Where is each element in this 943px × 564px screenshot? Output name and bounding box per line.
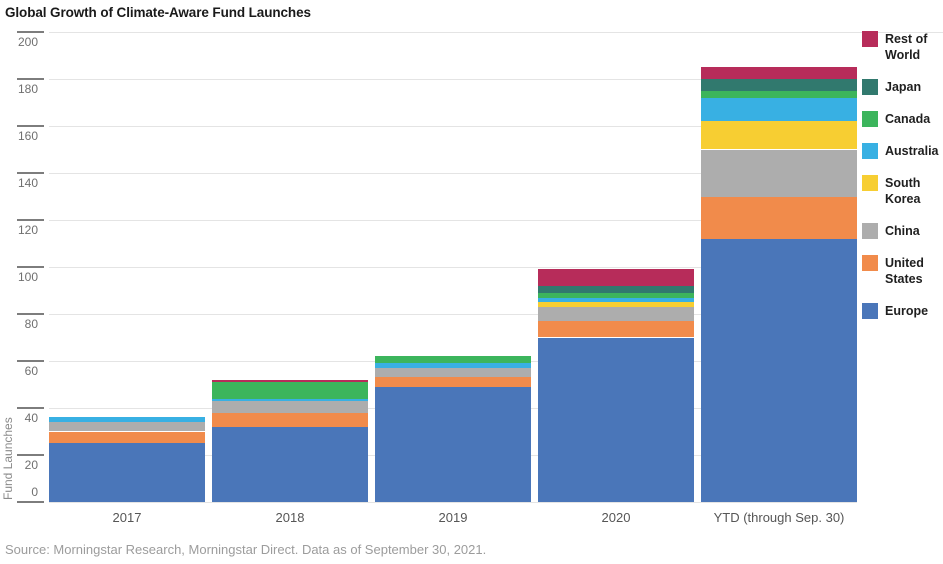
bar-segment-canada-2019: [375, 356, 531, 364]
legend-item-china: China: [862, 223, 943, 239]
y-tick-0: [17, 501, 44, 503]
legend-item-rest-of-world: Rest of World: [862, 31, 943, 63]
legend-label-china: China: [885, 224, 920, 238]
y-tick-20: [17, 454, 44, 456]
bar-segment-united-states-2020: [538, 321, 694, 338]
legend-label-australia: Australia: [885, 144, 939, 158]
bar-segment-china-2017: [49, 422, 205, 432]
bar-segment-united-states-2019: [375, 377, 531, 387]
legend-swatch-australia: [862, 143, 878, 159]
bar-segment-china-2018: [212, 400, 368, 413]
gridline-160: [49, 125, 857, 127]
y-tick-label-20: 20: [24, 458, 38, 472]
gridline-180: [49, 78, 857, 80]
source-note: Source: Morningstar Research, Morningsta…: [5, 542, 487, 557]
x-axis-label-2020: 2020: [601, 510, 631, 525]
bar-segment-rest-of-world-2020: [538, 269, 694, 286]
bar-segment-australia-2019: [375, 363, 531, 369]
x-axis-label-ytd-through-sep-30: YTD (through Sep. 30): [713, 510, 845, 525]
bar-segment-china-2019: [375, 368, 531, 378]
y-tick-120: [17, 219, 44, 221]
y-tick-label-40: 40: [24, 411, 38, 425]
x-axis-label-2018: 2018: [275, 510, 305, 525]
y-tick-200: [17, 31, 44, 33]
bar-segment-south-korea-ytd-through-sep-30: [701, 121, 857, 150]
gridline-0: [49, 501, 857, 503]
y-tick-60: [17, 360, 44, 362]
legend-label-canada: Canada: [885, 112, 931, 126]
bar-segment-canada-2020: [538, 292, 694, 298]
y-tick-40: [17, 407, 44, 409]
chart-legend: Rest of World Japan Canada Australia South K…: [862, 31, 943, 319]
bar-segment-europe-ytd-through-sep-30: [701, 238, 857, 502]
bar-segment-united-states-2017: [49, 431, 205, 444]
legend-item-canada: Canada: [862, 111, 943, 127]
legend-swatch-united-states: [862, 255, 878, 271]
bar-segment-south-korea-2020: [538, 302, 694, 307]
legend-label-united-states: United States: [885, 256, 924, 286]
legend-label-japan: Japan: [885, 80, 922, 94]
y-tick-180: [17, 78, 44, 80]
chart-title: Global Growth of Climate-Aware Fund Laun…: [5, 5, 311, 20]
bar-segment-japan-ytd-through-sep-30: [701, 79, 857, 91]
legend-item-australia: Australia: [862, 143, 943, 159]
gridline-80: [49, 313, 857, 315]
y-tick-label-0: 0: [31, 485, 38, 499]
y-tick-label-200: 200: [17, 35, 38, 49]
gridline-120: [49, 219, 857, 221]
legend-item-south-korea: South Korea: [862, 175, 943, 207]
y-tick-140: [17, 172, 44, 174]
bar-segment-australia-2020: [538, 297, 694, 303]
y-tick-160: [17, 125, 44, 127]
bar-segment-china-ytd-through-sep-30: [701, 149, 857, 197]
legend-label-rest-of-world: Rest of World: [885, 32, 928, 62]
bar-segment-united-states-ytd-through-sep-30: [701, 196, 857, 239]
x-axis-label-2019: 2019: [438, 510, 468, 525]
legend-swatch-south-korea: [862, 175, 878, 191]
gridline-140: [49, 172, 857, 174]
bar-segment-united-states-2018: [212, 412, 368, 427]
x-axis-label-2017: 2017: [112, 510, 142, 525]
y-tick-label-160: 160: [17, 129, 38, 143]
y-tick-100: [17, 266, 44, 268]
y-tick-label-80: 80: [24, 317, 38, 331]
legend-swatch-europe: [862, 303, 878, 319]
bar-segment-china-2020: [538, 306, 694, 322]
legend-item-japan: Japan: [862, 79, 943, 95]
gridline-200: [49, 31, 943, 33]
y-tick-label-180: 180: [17, 82, 38, 96]
legend-label-europe: Europe: [885, 304, 929, 318]
legend-swatch-rest-of-world: [862, 31, 878, 47]
bar-segment-australia-2017: [49, 417, 205, 423]
bar-segment-europe-2018: [212, 426, 368, 502]
y-axis-title: Fund Launches: [1, 417, 15, 500]
legend-swatch-china: [862, 223, 878, 239]
legend-item-europe: Europe: [862, 303, 943, 319]
y-tick-label-100: 100: [17, 270, 38, 284]
bar-segment-rest-of-world-ytd-through-sep-30: [701, 67, 857, 79]
bar-segment-canada-ytd-through-sep-30: [701, 90, 857, 98]
bar-segment-australia-2018: [212, 398, 368, 401]
bar-segment-rest-of-world-2018: [212, 379, 368, 383]
bar-segment-canada-2018: [212, 382, 368, 399]
legend-swatch-canada: [862, 111, 878, 127]
y-tick-label-60: 60: [24, 364, 38, 378]
bar-segment-europe-2020: [538, 337, 694, 502]
legend-item-united-states: United States: [862, 255, 943, 287]
bar-segment-japan-2020: [538, 285, 694, 293]
legend-swatch-japan: [862, 79, 878, 95]
y-tick-80: [17, 313, 44, 315]
bar-segment-australia-ytd-through-sep-30: [701, 97, 857, 122]
legend-label-south-korea: South Korea: [885, 176, 921, 206]
gridline-100: [49, 266, 857, 268]
bar-segment-europe-2017: [49, 443, 205, 502]
y-tick-label-120: 120: [17, 223, 38, 237]
bar-segment-europe-2019: [375, 386, 531, 502]
y-tick-label-140: 140: [17, 176, 38, 190]
